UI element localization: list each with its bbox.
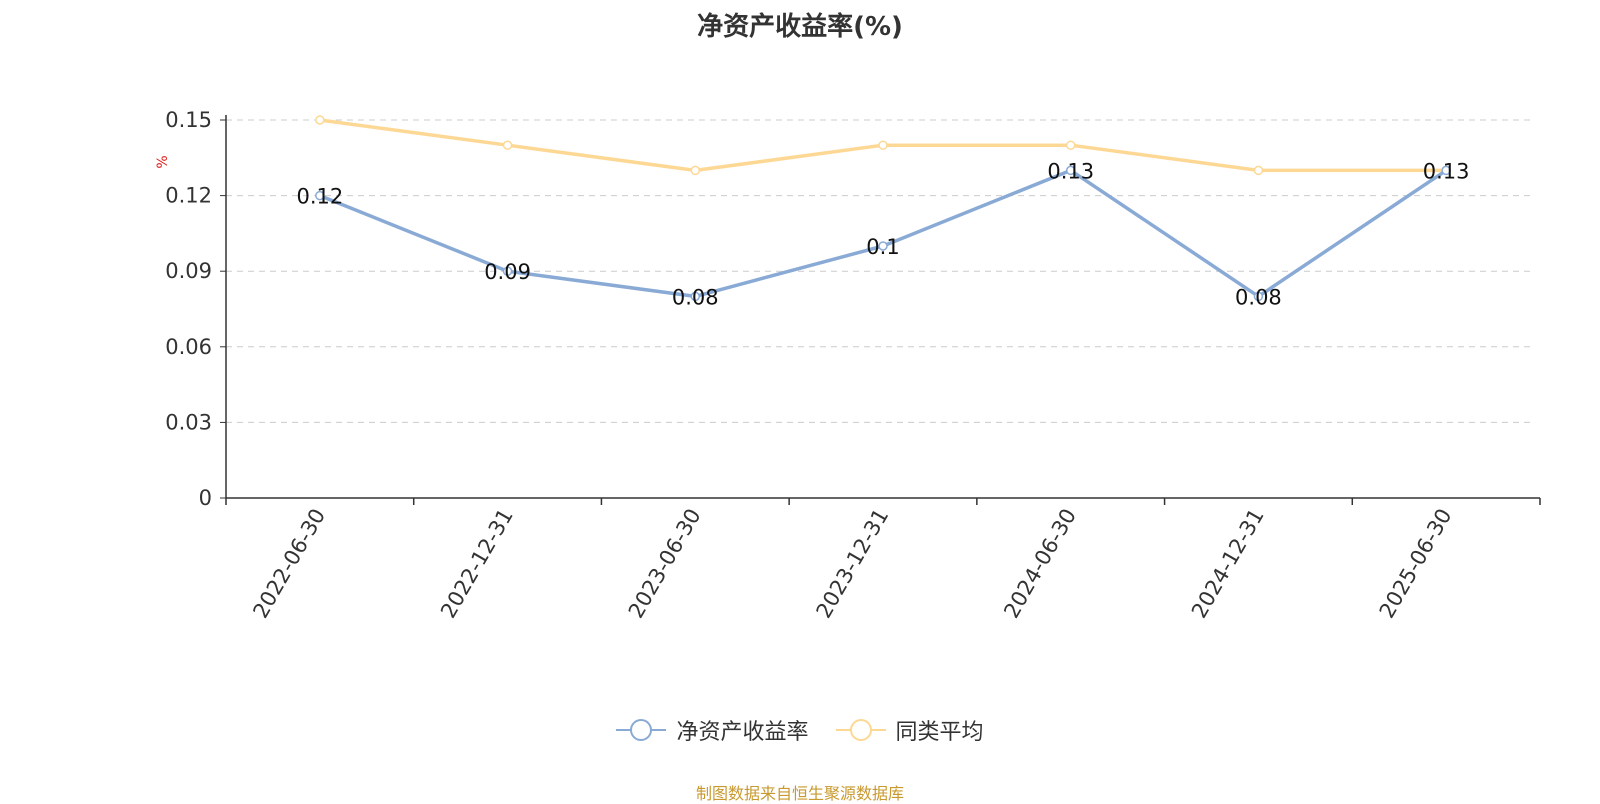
axes: 0 0.03 0.06 0.09 0.12 0.15 2022-06-30 2022-12-3…: [165, 108, 1541, 623]
data-label: 0.09: [484, 260, 531, 284]
source-note: 制图数据来自恒生聚源数据库: [695, 784, 904, 803]
data-label: 0.13: [1047, 159, 1094, 183]
series-point-0: [690, 291, 701, 302]
x-tick-label: 2024-12-31: [1187, 505, 1269, 623]
y-tick-label: 0.03: [165, 410, 212, 434]
x-tick-label: 2023-12-31: [812, 505, 894, 623]
data-labels: 0.12 0.09 0.08 0.1 0.13 0.08 0.13: [296, 159, 1469, 309]
y-tick-label: 0.12: [165, 184, 212, 208]
legend: 净资产收益率 同类平均: [0, 714, 1600, 749]
y-tick-label: 0: [199, 486, 212, 510]
x-tick-label: 2022-06-30: [248, 505, 330, 623]
x-tick-label: 2023-06-30: [624, 505, 706, 623]
series-point-0: [1065, 165, 1076, 176]
data-label: 0.08: [672, 285, 719, 309]
series-point-0: [315, 190, 325, 201]
series-point-1: [690, 165, 701, 176]
series-point-1: [315, 115, 325, 125]
data-label: 0.1: [866, 235, 899, 259]
legend-item-peer-average[interactable]: 同类平均: [835, 714, 984, 746]
chart-title: 净资产收益率(%): [697, 12, 903, 42]
series-point-1: [878, 140, 888, 150]
series-point-1: [1065, 140, 1076, 150]
legend-marker-roe: [616, 719, 667, 741]
series-point-0: [878, 241, 888, 251]
data-label: 0.12: [296, 185, 343, 209]
data-label: 0.08: [1235, 285, 1282, 309]
x-tick-label: 2024-06-30: [999, 505, 1081, 623]
legend-label-roe: 净资产收益率: [676, 720, 809, 745]
legend-item-roe[interactable]: 净资产收益率: [616, 714, 809, 746]
x-tick-label: 2022-12-31: [436, 505, 518, 623]
x-tick-label: 2025-06-30: [1375, 505, 1457, 623]
gridlines: [226, 119, 1532, 423]
legend-marker-peer-average: [835, 719, 886, 741]
series-point-0: [1441, 165, 1451, 176]
legend-label-peer-average: 同类平均: [895, 720, 984, 745]
series-point-1: [1253, 165, 1264, 176]
y-axis-label: %: [155, 155, 171, 168]
y-tick-label: 0.15: [165, 108, 212, 132]
series-point-0: [502, 266, 513, 276]
y-tick-label: 0.09: [165, 259, 212, 283]
series-lines: [315, 115, 1451, 302]
series-point-1: [502, 140, 513, 150]
data-label: 0.13: [1423, 159, 1470, 183]
y-tick-label: 0.06: [165, 335, 212, 359]
series-point-0: [1253, 291, 1264, 302]
